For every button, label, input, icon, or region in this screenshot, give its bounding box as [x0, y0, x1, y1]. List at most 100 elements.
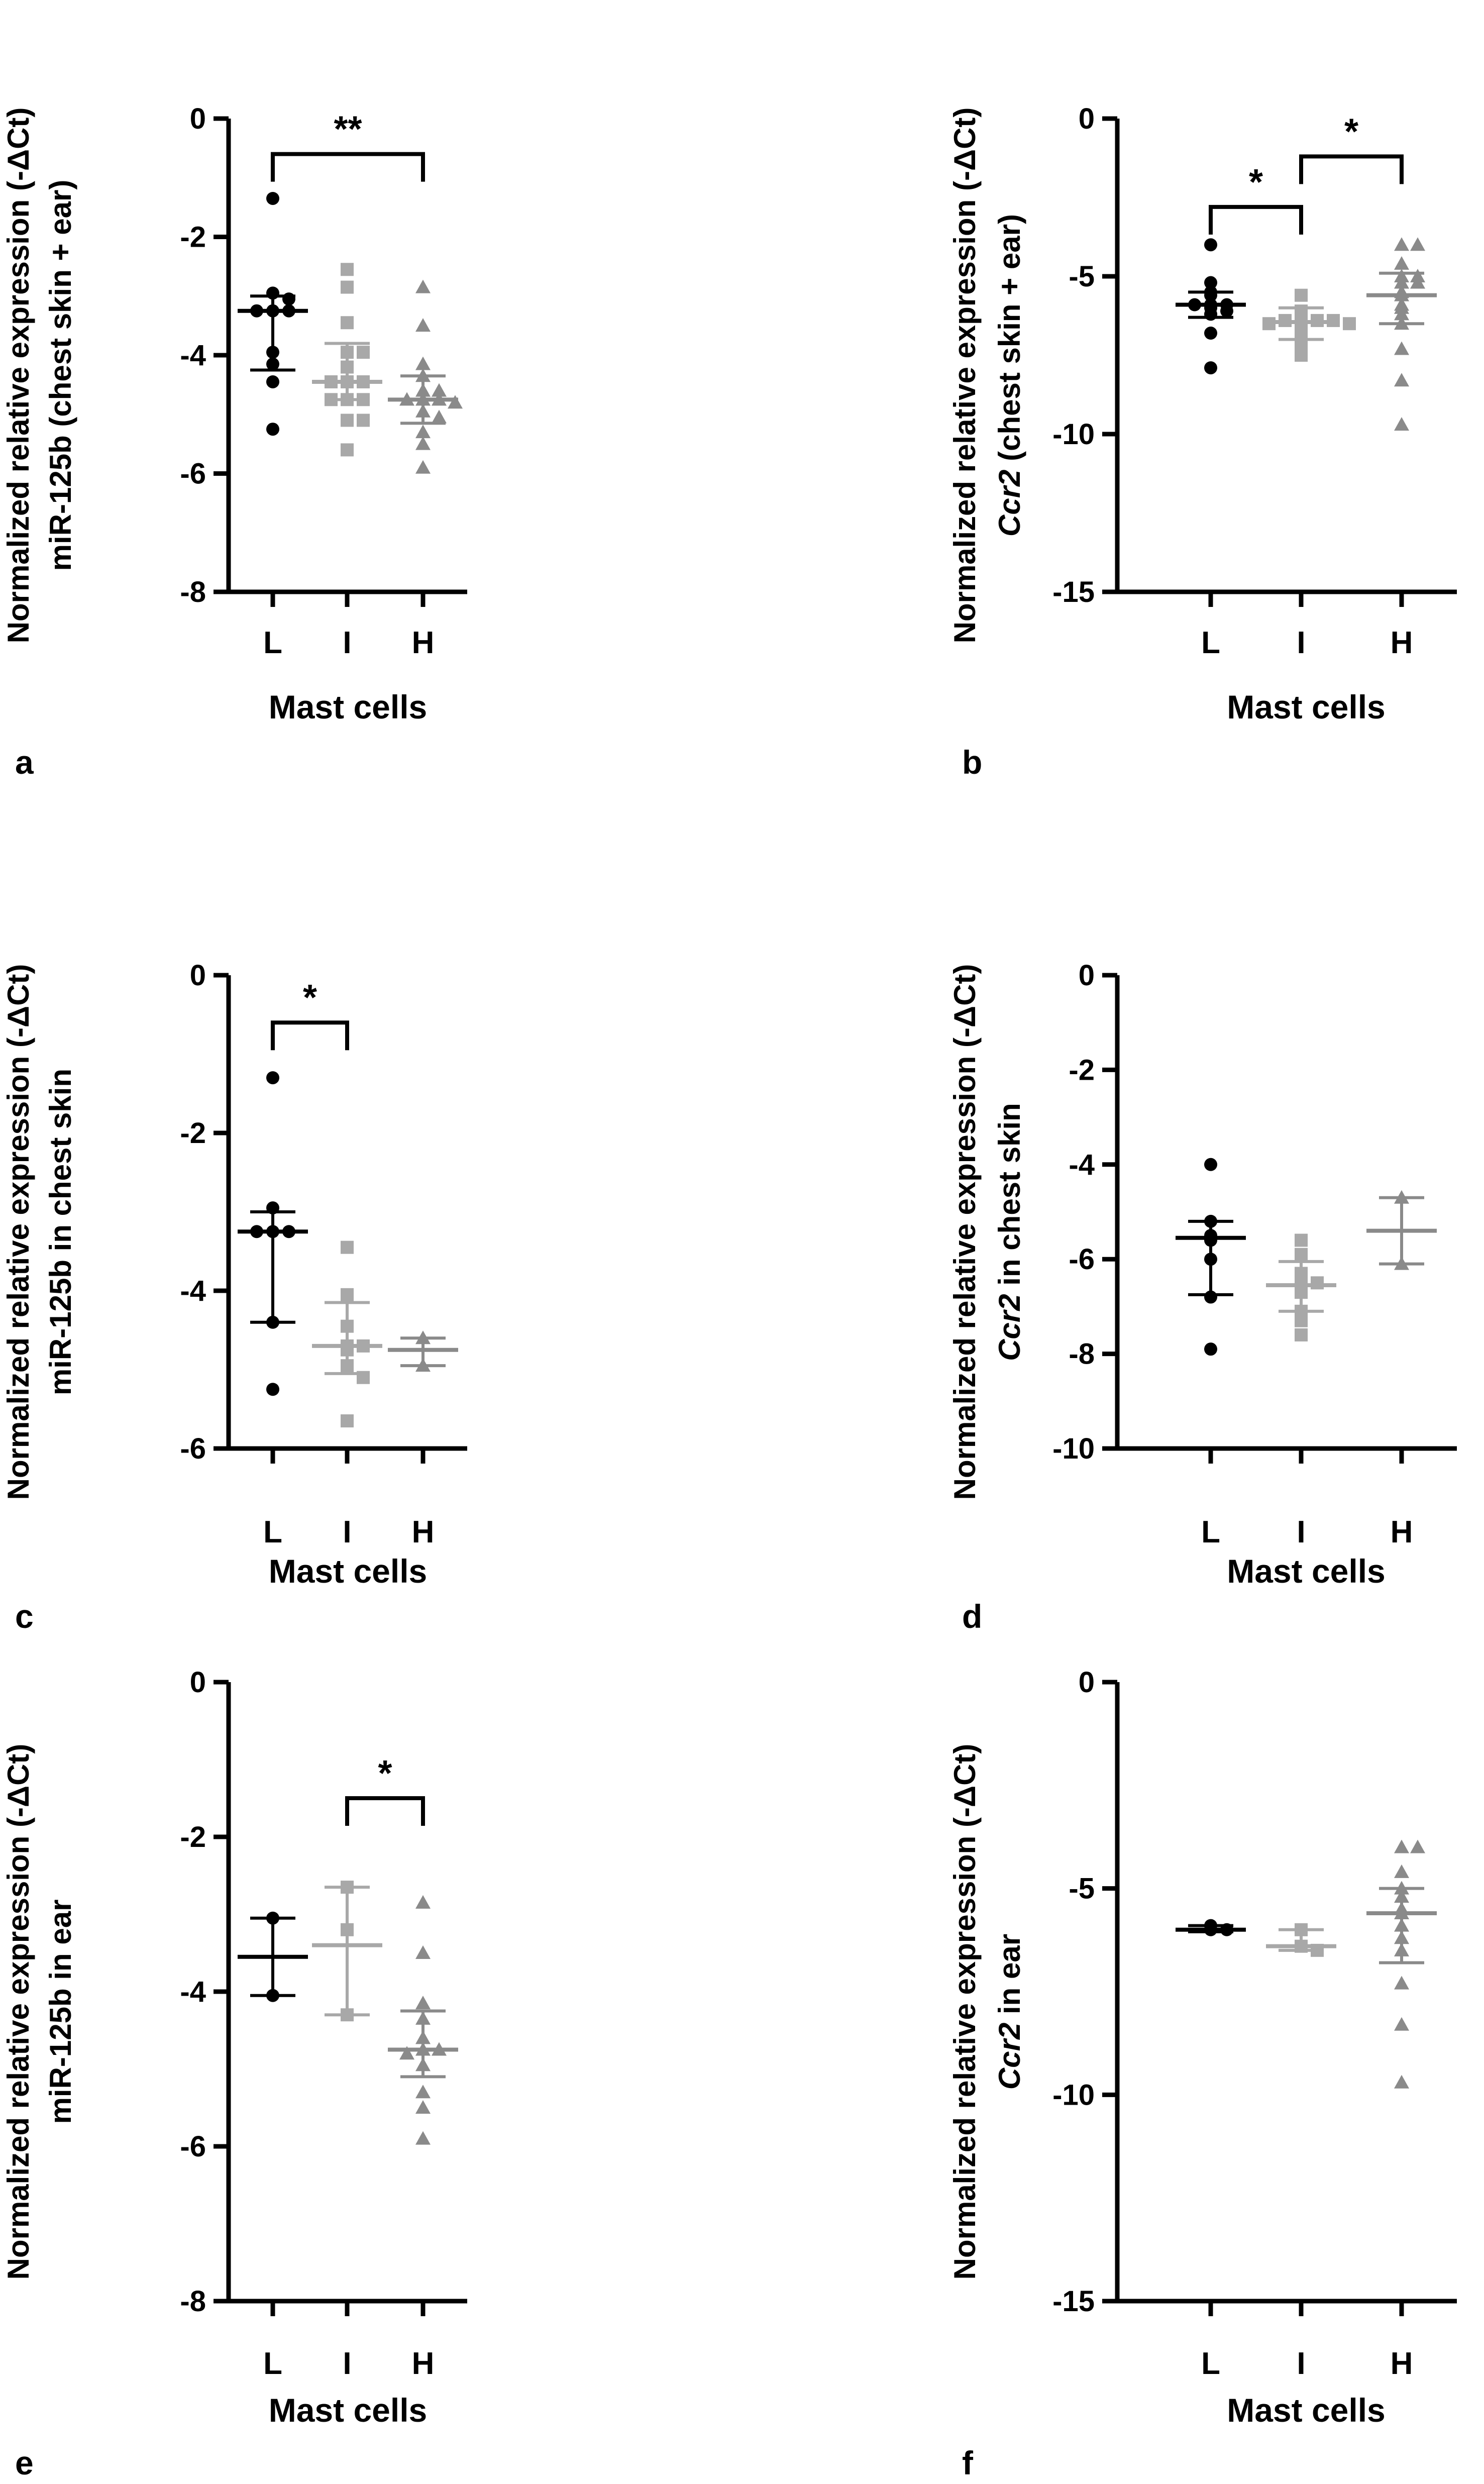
data-point-triangle [1394, 2017, 1409, 2031]
series-H [388, 279, 463, 474]
x-tick-label: I [343, 626, 351, 660]
y-tick-label: -6 [180, 2130, 206, 2163]
x-tick-label: L [1201, 626, 1220, 660]
significance-label: ** [334, 110, 362, 150]
x-tick-label: H [412, 2346, 435, 2381]
data-point-triangle [415, 2085, 431, 2099]
y-tick-label: 0 [190, 102, 206, 135]
y-axis-title-line1: Normalized relative expression (-ΔCt) [2, 108, 35, 644]
data-point-square [1295, 288, 1308, 302]
data-point-circle [1204, 361, 1217, 375]
x-axis-title: Mast cells [269, 688, 428, 726]
data-point-triangle [415, 1895, 431, 1909]
data-point-circle [1204, 1342, 1217, 1356]
y-tick-label: -2 [180, 221, 206, 254]
data-point-triangle [1410, 275, 1425, 289]
y-axis-title-rest: miR-125b in ear [44, 1900, 77, 2124]
data-point-triangle [432, 383, 447, 397]
data-point-circle [1204, 238, 1217, 252]
data-point-triangle [448, 395, 463, 409]
data-point-triangle [1394, 1976, 1409, 1990]
y-axis-title-rest: (chest skin + ear) [993, 214, 1026, 470]
data-point-triangle [1394, 341, 1409, 355]
series-I [1266, 1923, 1336, 1957]
data-point-circle [1204, 276, 1217, 289]
data-point-triangle [1394, 1839, 1409, 1853]
significance-label: * [1344, 112, 1358, 152]
data-point-triangle [1394, 1864, 1409, 1878]
data-point-square [341, 1288, 354, 1301]
x-tick-label: I [343, 2346, 351, 2381]
y-tick-label: -4 [180, 1275, 206, 1307]
data-point-circle [266, 423, 279, 436]
y-axis-title-line2: miR-125b (chest skin + ear) [44, 180, 77, 571]
data-point-triangle [415, 2100, 431, 2114]
data-point-square [341, 1240, 354, 1254]
y-tick-label: -6 [180, 1432, 206, 1465]
x-axis-title: Mast cells [1227, 2392, 1386, 2429]
significance-label: * [1249, 162, 1263, 202]
y-axis-title-line2: miR-125b in chest skin [44, 1069, 77, 1395]
data-point-triangle [1394, 373, 1409, 387]
panel-e: 0 -2 -4 -6 -8 L I H Mast cells e Normalized relati… [2, 1666, 467, 2481]
series-I [312, 263, 382, 457]
x-tick-label: H [412, 626, 435, 660]
data-point-triangle [415, 2131, 431, 2145]
panel-letter: c [15, 1598, 34, 1635]
data-point-square [357, 346, 370, 359]
y-tick-label: -10 [1052, 418, 1095, 451]
data-point-triangle [415, 425, 431, 439]
data-point-square [357, 413, 370, 427]
data-point-triangle [1410, 237, 1425, 251]
data-point-circle [266, 1383, 279, 1396]
y-axis-title-rest: miR-125b in chest skin [44, 1069, 77, 1395]
y-tick-label: -4 [180, 1976, 206, 2008]
panel-letter: d [962, 1598, 982, 1635]
y-tick-label: -2 [1069, 1054, 1095, 1086]
data-point-triangle [1394, 256, 1409, 270]
y-axis-title-line2: miR-125b in ear [44, 1900, 77, 2124]
data-point-triangle [415, 279, 431, 293]
data-point-square [1295, 1328, 1308, 1341]
y-axis-title-rest: miR-125b (chest skin + ear) [44, 180, 77, 571]
data-point-triangle [399, 2046, 414, 2060]
x-tick-label: L [263, 626, 282, 660]
panel-letter: e [15, 2444, 34, 2481]
y-tick-label: -10 [1052, 2079, 1095, 2111]
x-tick-label: H [1391, 626, 1413, 660]
data-point-triangle [432, 409, 447, 424]
significance-label: * [378, 1753, 392, 1794]
series-H [1366, 1190, 1437, 1270]
data-point-square [341, 413, 354, 427]
y-tick-label: 0 [1079, 959, 1095, 992]
data-point-square [341, 280, 354, 294]
y-axis-title-line1: Normalized relative expression (-ΔCt) [948, 108, 982, 644]
y-axis-title-line2: Ccr2 in ear [993, 1934, 1026, 2090]
y-tick-label: -6 [180, 458, 206, 490]
data-point-square [1343, 317, 1356, 331]
significance-bracket [271, 1020, 349, 1051]
y-axis-title-line2: Ccr2 (chest skin + ear) [993, 214, 1026, 537]
series-I [312, 1881, 382, 2022]
y-tick-label: -5 [1069, 1873, 1095, 1905]
data-point-square [341, 1414, 354, 1428]
series-I [312, 1240, 382, 1428]
data-point-square [1295, 349, 1308, 362]
y-axis-title-rest: in ear [993, 1934, 1026, 2023]
x-tick-label: L [1201, 1515, 1220, 1549]
data-point-triangle [1394, 237, 1409, 251]
series-H [388, 1330, 458, 1372]
y-tick-label: 0 [190, 959, 206, 992]
data-point-triangle [1410, 1839, 1425, 1853]
x-axis-title: Mast cells [1227, 688, 1386, 726]
data-point-square [1295, 1233, 1308, 1247]
x-tick-label: L [1201, 2346, 1220, 2381]
data-point-circle [266, 1071, 279, 1085]
y-tick-label: -8 [180, 2285, 206, 2318]
significance-bracket [1299, 154, 1404, 184]
x-tick-label: I [343, 1515, 351, 1549]
